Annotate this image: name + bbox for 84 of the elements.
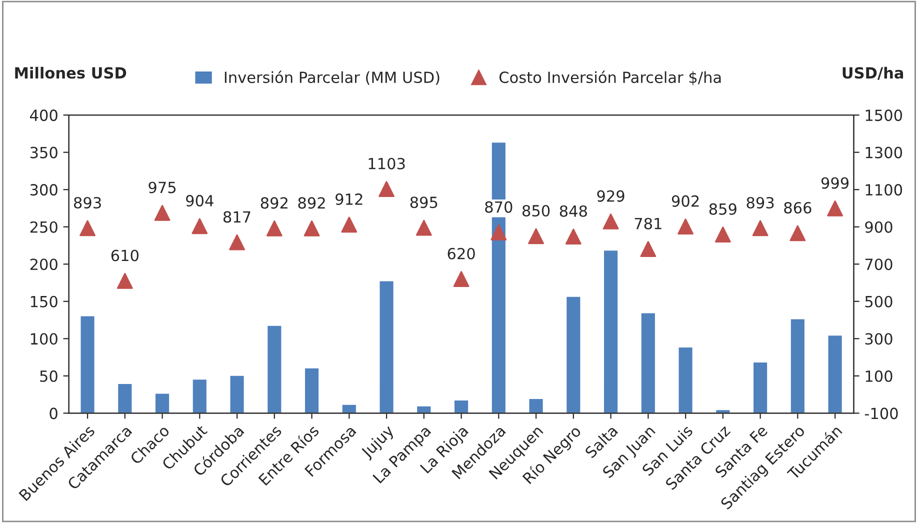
point — [192, 218, 208, 234]
bar — [714, 408, 732, 414]
point — [528, 228, 544, 244]
data-label: 610 — [111, 250, 138, 262]
data-label: 781 — [634, 218, 662, 230]
y2-tick-label: 100 — [866, 370, 892, 382]
point — [341, 216, 358, 233]
bar — [266, 324, 283, 414]
y2-tick-label: -100 — [864, 408, 898, 420]
y-tick-label: 350 — [30, 146, 58, 158]
bar — [565, 295, 582, 414]
point — [80, 220, 96, 236]
y-tick-label: 50 — [40, 370, 58, 382]
point — [827, 200, 844, 216]
data-label: 620 — [448, 248, 475, 260]
data-label: 892 — [260, 197, 288, 209]
point — [602, 213, 619, 230]
point — [752, 220, 768, 236]
point — [266, 220, 282, 236]
data-label: 848 — [560, 205, 587, 217]
data-label: 893 — [746, 196, 774, 209]
point — [790, 225, 806, 242]
point — [640, 241, 656, 257]
point — [490, 224, 507, 240]
data-label: 1103 — [368, 158, 405, 170]
bar — [154, 392, 170, 414]
data-label: 859 — [709, 203, 736, 215]
point — [304, 220, 320, 236]
y2-tick-label: 300 — [865, 333, 892, 345]
y2-tick-label: 1100 — [866, 184, 902, 196]
data-label: 912 — [336, 193, 362, 205]
y-tick-label: 100 — [30, 333, 58, 345]
data-label: 902 — [672, 195, 699, 207]
bar — [191, 378, 208, 414]
data-label: 870 — [485, 201, 512, 213]
y-tick-label: 0 — [50, 408, 58, 420]
y-tick-label: 250 — [30, 221, 58, 233]
y-axis-title: Millones USD — [15, 66, 126, 79]
y2-tick-label: 700 — [865, 258, 892, 270]
point — [565, 228, 582, 245]
bar — [677, 346, 694, 414]
point — [714, 226, 731, 242]
data-label: 893 — [74, 196, 101, 209]
point — [378, 181, 395, 198]
y-tick-label: 150 — [30, 296, 58, 308]
data-label: 929 — [597, 190, 624, 202]
point — [154, 204, 170, 221]
bar — [826, 334, 844, 414]
y2-tick-label: 500 — [865, 296, 892, 308]
bar — [752, 361, 768, 414]
point — [416, 220, 432, 236]
data-label: 892 — [298, 197, 325, 209]
bar — [79, 314, 96, 414]
legend-label: Inversión Parcelar (MM USD) — [224, 70, 440, 85]
data-label: 895 — [410, 196, 438, 208]
data-label: 817 — [223, 211, 250, 223]
legend-label: Costo Inversión Parcelar $/ha — [499, 70, 721, 86]
y-tick-label: 200 — [30, 258, 58, 270]
y2-tick-label: 1300 — [866, 146, 902, 158]
data-label: 975 — [148, 182, 176, 194]
y2-tick-label: 900 — [865, 221, 892, 233]
y-tick-label: 300 — [30, 184, 58, 196]
y2-tick-label: 1500 — [866, 110, 902, 122]
data-label: 999 — [821, 177, 849, 189]
bar — [304, 367, 320, 414]
bar — [341, 404, 358, 414]
point — [678, 218, 694, 234]
bar — [640, 312, 656, 414]
point — [453, 271, 470, 287]
data-label: 866 — [784, 202, 812, 214]
data-label: 904 — [186, 194, 214, 206]
bar — [790, 318, 806, 414]
bar — [228, 374, 246, 414]
y-tick-label: 400 — [30, 110, 58, 122]
point — [116, 272, 133, 289]
data-label: 850 — [522, 204, 550, 217]
bar — [416, 405, 432, 414]
bar — [528, 398, 544, 414]
bar — [116, 382, 134, 414]
y2-axis-title: USD/ha — [842, 66, 904, 80]
bar — [602, 249, 619, 414]
bar — [453, 399, 470, 414]
bar — [378, 280, 395, 414]
point — [229, 234, 246, 250]
